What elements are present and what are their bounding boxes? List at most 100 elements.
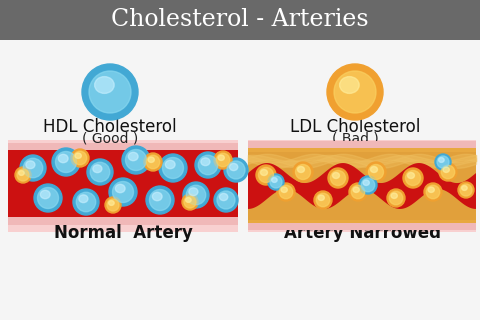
Ellipse shape <box>281 187 288 192</box>
Ellipse shape <box>218 155 224 160</box>
Ellipse shape <box>73 151 87 165</box>
Ellipse shape <box>144 153 162 171</box>
Ellipse shape <box>217 191 235 209</box>
Ellipse shape <box>369 164 384 180</box>
Bar <box>248 141 476 148</box>
Ellipse shape <box>327 64 383 120</box>
Text: Normal  Artery: Normal Artery <box>54 224 192 242</box>
Ellipse shape <box>186 197 191 203</box>
Ellipse shape <box>439 163 457 181</box>
Ellipse shape <box>349 183 367 201</box>
Ellipse shape <box>437 156 449 168</box>
Ellipse shape <box>426 185 440 199</box>
Ellipse shape <box>146 186 174 214</box>
Ellipse shape <box>125 149 146 171</box>
Ellipse shape <box>261 170 267 175</box>
Ellipse shape <box>227 161 245 179</box>
Ellipse shape <box>214 151 232 169</box>
Ellipse shape <box>105 197 121 213</box>
Ellipse shape <box>159 154 187 182</box>
Ellipse shape <box>165 160 175 169</box>
Text: Cholesterol - Arteries: Cholesterol - Arteries <box>111 9 369 31</box>
Ellipse shape <box>56 151 76 172</box>
Ellipse shape <box>95 76 114 93</box>
Ellipse shape <box>408 172 415 179</box>
Bar <box>8 150 238 217</box>
Ellipse shape <box>296 164 311 180</box>
Bar <box>248 147 476 225</box>
Ellipse shape <box>152 192 162 201</box>
Ellipse shape <box>366 162 386 182</box>
Ellipse shape <box>128 152 138 161</box>
Text: LDL Cholesterol: LDL Cholesterol <box>290 118 420 136</box>
Ellipse shape <box>351 185 365 199</box>
Ellipse shape <box>462 186 467 190</box>
Bar <box>248 223 476 230</box>
Ellipse shape <box>76 192 96 212</box>
Ellipse shape <box>122 146 150 174</box>
Ellipse shape <box>219 193 228 201</box>
Ellipse shape <box>163 157 183 179</box>
Ellipse shape <box>182 194 198 210</box>
Ellipse shape <box>52 148 80 176</box>
Ellipse shape <box>115 184 125 193</box>
Ellipse shape <box>108 201 114 205</box>
Ellipse shape <box>216 153 230 167</box>
Ellipse shape <box>71 149 89 167</box>
Ellipse shape <box>112 181 133 203</box>
Ellipse shape <box>26 161 35 169</box>
Text: Artery Narrowed: Artery Narrowed <box>284 224 441 242</box>
Ellipse shape <box>424 183 442 201</box>
Bar <box>8 140 238 232</box>
Ellipse shape <box>75 153 81 158</box>
Ellipse shape <box>229 164 238 171</box>
Polygon shape <box>248 152 476 220</box>
Ellipse shape <box>15 167 31 183</box>
Ellipse shape <box>87 159 113 185</box>
Ellipse shape <box>183 182 209 208</box>
Ellipse shape <box>387 189 405 207</box>
Ellipse shape <box>184 196 196 208</box>
Ellipse shape <box>361 178 375 192</box>
Ellipse shape <box>198 155 218 175</box>
Ellipse shape <box>428 187 434 192</box>
Ellipse shape <box>146 155 160 169</box>
Ellipse shape <box>58 154 68 163</box>
Ellipse shape <box>314 191 332 209</box>
Ellipse shape <box>256 165 276 185</box>
Ellipse shape <box>316 193 330 207</box>
Ellipse shape <box>333 172 339 179</box>
Ellipse shape <box>93 165 102 173</box>
Ellipse shape <box>109 178 137 206</box>
Ellipse shape <box>435 154 451 170</box>
Ellipse shape <box>20 155 46 181</box>
Ellipse shape <box>268 174 284 190</box>
Ellipse shape <box>443 167 449 172</box>
Ellipse shape <box>186 185 206 205</box>
Ellipse shape <box>331 171 346 186</box>
Ellipse shape <box>363 180 369 186</box>
Bar <box>8 215 238 225</box>
Ellipse shape <box>224 158 248 182</box>
Text: ( Bad ): ( Bad ) <box>332 132 378 146</box>
Ellipse shape <box>40 190 50 199</box>
Ellipse shape <box>460 184 472 196</box>
Ellipse shape <box>23 158 43 178</box>
Ellipse shape <box>389 191 403 205</box>
Ellipse shape <box>406 171 420 186</box>
Ellipse shape <box>359 176 377 194</box>
Ellipse shape <box>339 76 359 93</box>
Ellipse shape <box>328 168 348 188</box>
Ellipse shape <box>89 71 131 113</box>
Ellipse shape <box>148 157 155 163</box>
Bar <box>248 140 476 232</box>
Ellipse shape <box>318 195 324 200</box>
Ellipse shape <box>403 168 423 188</box>
Ellipse shape <box>19 171 24 175</box>
Ellipse shape <box>439 157 444 163</box>
Ellipse shape <box>73 189 99 215</box>
Text: ( Good ): ( Good ) <box>82 132 138 146</box>
Ellipse shape <box>259 167 274 182</box>
Text: HDL Cholesterol: HDL Cholesterol <box>43 118 177 136</box>
Ellipse shape <box>149 189 170 211</box>
